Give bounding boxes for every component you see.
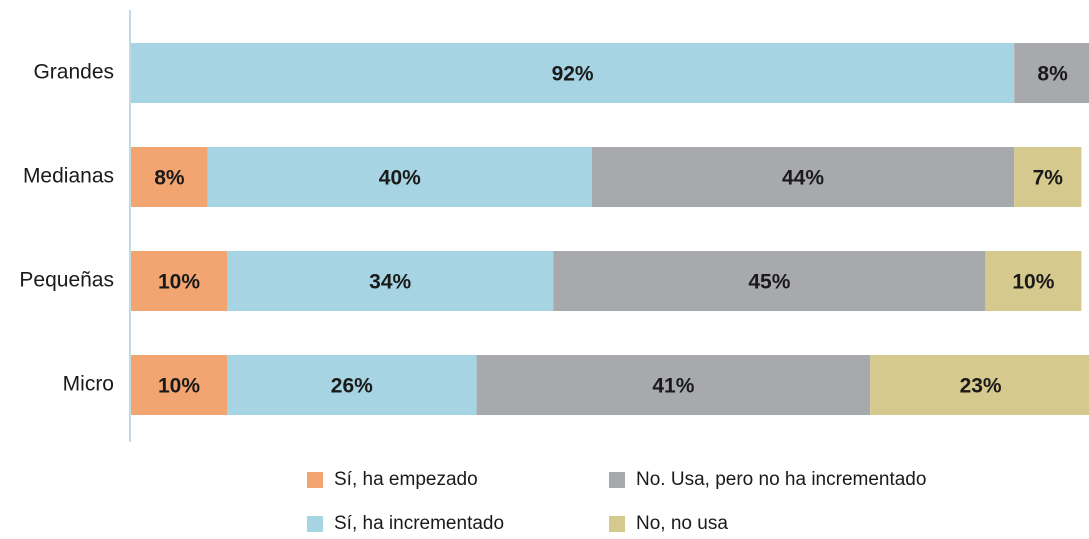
legend-label: No. Usa, pero no ha incrementado [636,469,926,490]
bar-segment [207,147,592,207]
bar-segment [591,147,1015,207]
value-label: 34% [369,271,411,294]
bar-segment [1014,147,1082,207]
legend-swatch [307,472,323,488]
bar-segment [227,251,554,311]
category-label: Grandes [33,61,114,84]
value-label: 44% [782,167,824,190]
bar-segment [476,355,871,415]
bar-segment [131,43,1015,103]
bar-segment [227,355,477,415]
legend-label: Sí, ha empezado [334,469,478,490]
value-label: 92% [552,63,594,86]
legend-label: Sí, ha incrementado [334,513,504,534]
legend-label: No, no usa [636,513,728,534]
value-label: 10% [1012,271,1054,294]
value-label: 7% [1033,167,1064,190]
bar-segment [131,251,227,311]
value-label: 10% [158,375,200,398]
bar-segment [131,147,208,207]
bar-segment [985,251,1082,311]
category-label: Micro [63,373,114,396]
value-label: 8% [1037,63,1068,86]
legend-swatch [307,516,323,532]
value-label: 40% [379,167,421,190]
legend-swatch [609,472,625,488]
value-label: 23% [960,375,1002,398]
bar-segment [870,355,1089,415]
bar-segment [131,355,227,415]
legend-swatch [609,516,625,532]
value-label: 8% [154,167,185,190]
category-label: Pequeñas [19,269,114,292]
value-label: 41% [652,375,694,398]
value-label: 26% [331,375,373,398]
value-label: 45% [748,271,790,294]
category-label: Medianas [23,165,114,188]
bar-segment [553,251,986,311]
value-label: 10% [158,271,200,294]
bar-segment [1014,43,1089,103]
